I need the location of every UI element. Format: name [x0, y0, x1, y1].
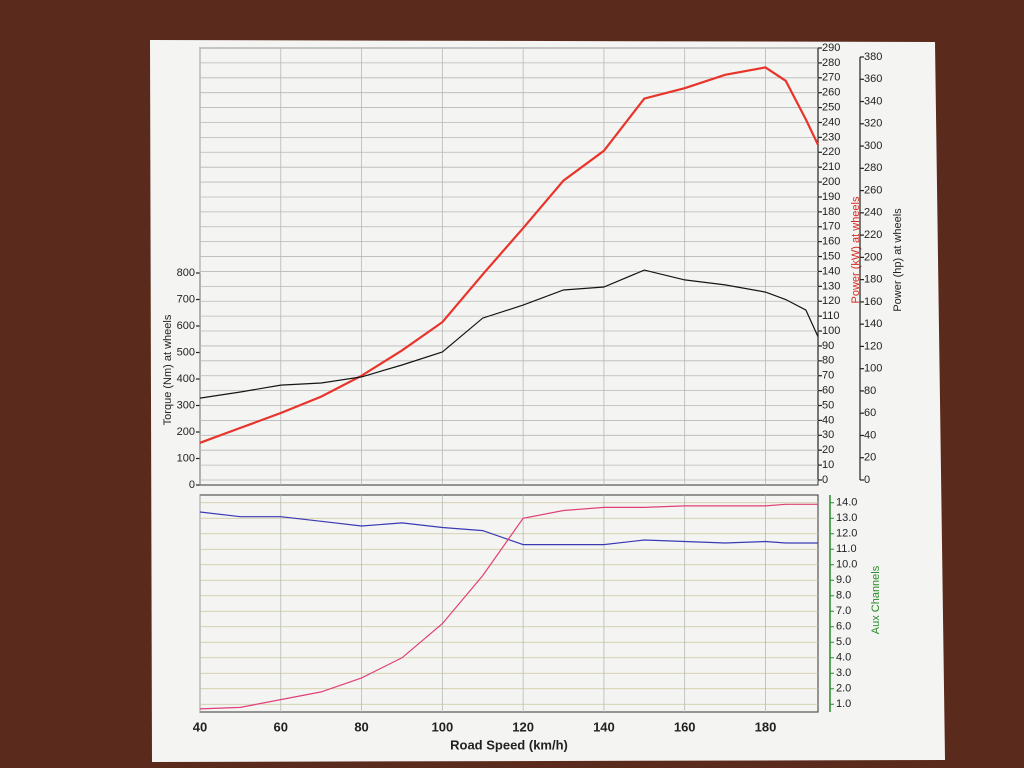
y3-tick-label: 120 — [864, 340, 882, 352]
y2-tick-label: 90 — [822, 340, 834, 352]
x-tick-label: 160 — [674, 719, 696, 734]
y2-tick-label: 200 — [822, 176, 840, 188]
y3-tick-label: 200 — [864, 251, 882, 263]
y2-tick-label: 280 — [822, 57, 840, 69]
y-axis-label: Torque (Nm) at wheels — [162, 314, 174, 425]
y3-tick-label: 340 — [864, 95, 882, 107]
x-tick-label: 100 — [432, 719, 454, 734]
y3-tick-label: 240 — [864, 207, 882, 219]
aux-tick-label: 5.0 — [836, 636, 851, 648]
y3-tick-label: 220 — [864, 229, 882, 241]
series-line — [199, 503, 818, 710]
y3-axis-label: Power (hp) at wheels — [892, 208, 904, 312]
y2-tick-label: 130 — [822, 280, 840, 292]
y3-tick-label: 80 — [864, 385, 876, 397]
y2-tick-label: 160 — [822, 236, 840, 248]
y-tick-label: 500 — [177, 346, 195, 358]
aux-tick-label: 10.0 — [836, 559, 857, 571]
y3-tick-label: 20 — [864, 452, 876, 464]
x-tick-label: 140 — [593, 719, 615, 734]
series-line — [199, 66, 819, 444]
y3-tick-label: 100 — [864, 363, 882, 375]
y-tick-label: 300 — [177, 399, 195, 411]
y2-tick-label: 140 — [822, 265, 840, 277]
y2-tick-label: 30 — [822, 429, 834, 441]
series-line — [199, 269, 819, 399]
y2-tick-label: 230 — [822, 131, 840, 143]
y3-tick-label: 40 — [864, 429, 876, 441]
aux-tick-label: 9.0 — [836, 574, 851, 586]
aux-tick-label: 6.0 — [836, 621, 851, 633]
y2-tick-label: 170 — [822, 221, 840, 233]
aux-tick-label: 12.0 — [836, 528, 857, 540]
y-tick-label: 0 — [189, 479, 195, 491]
y2-tick-label: 10 — [822, 459, 834, 471]
y2-tick-label: 210 — [822, 161, 840, 173]
y2-tick-label: 290 — [822, 42, 840, 54]
y3-tick-label: 180 — [864, 274, 882, 286]
aux-tick-label: 1.0 — [836, 698, 851, 710]
aux-tick-label: 2.0 — [836, 683, 851, 695]
y3-tick-label: 160 — [864, 296, 882, 308]
x-axis-label: Road Speed (km/h) — [450, 737, 568, 752]
y3-tick-label: 320 — [864, 118, 882, 130]
y3-tick-label: 140 — [864, 318, 882, 330]
y2-tick-label: 100 — [822, 325, 840, 337]
y2-tick-label: 260 — [822, 87, 840, 99]
paper — [150, 40, 945, 762]
y2-tick-label: 250 — [822, 101, 840, 113]
y2-tick-label: 60 — [822, 385, 834, 397]
y-tick-label: 100 — [177, 452, 195, 464]
aux-tick-label: 7.0 — [836, 605, 851, 617]
aux-tick-label: 13.0 — [836, 512, 857, 524]
y2-tick-label: 220 — [822, 146, 840, 158]
y3-tick-label: 300 — [864, 140, 882, 152]
series-line — [199, 511, 818, 546]
aux-axis-label: Aux Channels — [870, 565, 882, 634]
y3-tick-label: 0 — [864, 474, 870, 486]
y3-tick-label: 260 — [864, 184, 882, 196]
x-tick-label: 60 — [274, 719, 288, 734]
y2-tick-label: 190 — [822, 191, 840, 203]
y2-tick-label: 180 — [822, 206, 840, 218]
y2-tick-label: 120 — [822, 295, 840, 307]
aux-tick-label: 4.0 — [836, 652, 851, 664]
y2-axis-label: Power (kW) at wheels — [850, 196, 862, 303]
y3-tick-label: 280 — [864, 162, 882, 174]
y2-tick-label: 240 — [822, 116, 840, 128]
aux-tick-label: 14.0 — [836, 497, 857, 509]
x-tick-label: 80 — [354, 719, 368, 734]
y-tick-label: 700 — [177, 293, 195, 305]
aux-tick-label: 3.0 — [836, 667, 851, 679]
y2-tick-label: 0 — [822, 474, 828, 486]
aux-tick-label: 11.0 — [836, 543, 857, 555]
y2-tick-label: 110 — [822, 310, 840, 322]
y3-tick-label: 380 — [864, 51, 882, 63]
y3-tick-label: 60 — [864, 407, 876, 419]
y-tick-label: 800 — [177, 267, 195, 279]
y3-tick-label: 360 — [864, 73, 882, 85]
y2-tick-label: 150 — [822, 250, 840, 262]
y2-tick-label: 80 — [822, 355, 834, 367]
y2-tick-label: 50 — [822, 399, 834, 411]
x-tick-label: 40 — [193, 719, 207, 734]
x-tick-label: 180 — [755, 719, 777, 734]
y-tick-label: 600 — [177, 320, 195, 332]
y2-tick-label: 40 — [822, 414, 834, 426]
y2-tick-label: 270 — [822, 72, 840, 84]
y2-tick-label: 70 — [822, 370, 834, 382]
y2-tick-label: 20 — [822, 444, 834, 456]
aux-tick-label: 8.0 — [836, 590, 851, 602]
y-tick-label: 400 — [177, 373, 195, 385]
x-tick-label: 120 — [512, 719, 534, 734]
y-tick-label: 200 — [177, 426, 195, 438]
